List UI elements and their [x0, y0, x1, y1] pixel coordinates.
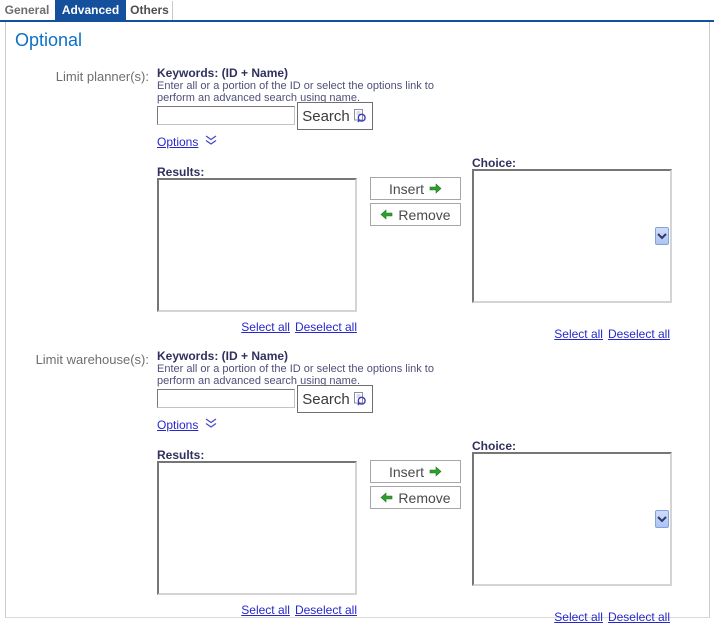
results-deselect-all-link[interactable]: Deselect all	[294, 603, 357, 617]
tab-general[interactable]: General	[4, 3, 50, 17]
scroll-down-button[interactable]	[655, 227, 669, 245]
keywords-label: Keywords: (ID + Name)	[157, 66, 289, 80]
choice-listbox[interactable]	[472, 452, 672, 586]
results-select-all-link[interactable]: Select all	[241, 320, 290, 334]
insert-button-label: Insert	[388, 180, 424, 197]
search-button[interactable]: Search	[297, 102, 373, 130]
keywords-label: Keywords: (ID + Name)	[157, 349, 289, 363]
limit-warehouse-section: Limit warehouse(s): Keywords: (ID + Name…	[0, 349, 714, 624]
tab-separator	[172, 1, 173, 20]
tab-others[interactable]: Others	[130, 3, 169, 17]
choice-deselect-all-link[interactable]: Deselect all	[607, 327, 670, 341]
remove-button[interactable]: Remove	[370, 486, 461, 509]
results-deselect-all-link[interactable]: Deselect all	[294, 320, 357, 334]
results-listbox[interactable]	[157, 178, 357, 312]
insert-button[interactable]: Insert	[370, 460, 461, 483]
results-label: Results:	[157, 165, 205, 179]
insert-button-label: Insert	[388, 463, 424, 480]
chevron-down-icon	[657, 515, 667, 523]
arrow-left-icon	[380, 492, 393, 503]
keywords-helper-line1: Enter all or a portion of the ID or sele…	[157, 363, 434, 375]
chevron-down-icon	[657, 232, 667, 240]
double-chevron-down-icon[interactable]	[205, 134, 217, 146]
arrow-left-icon	[380, 209, 393, 220]
keywords-input[interactable]	[157, 106, 295, 125]
search-icon	[352, 108, 368, 124]
search-icon	[352, 391, 368, 407]
options-link[interactable]: Options	[157, 135, 199, 149]
choice-label: Choice:	[472, 439, 517, 453]
choice-select-all-link[interactable]: Select all	[554, 327, 603, 341]
results-listbox[interactable]	[157, 461, 357, 595]
results-select-all-link[interactable]: Select all	[241, 603, 290, 617]
choice-select-all-link[interactable]: Select all	[554, 610, 603, 624]
page-title: Optional	[15, 30, 83, 50]
keywords-input[interactable]	[157, 389, 295, 408]
choice-deselect-all-link[interactable]: Deselect all	[607, 610, 670, 624]
arrow-right-icon	[429, 466, 442, 477]
arrow-right-icon	[429, 183, 442, 194]
tab-advanced[interactable]: Advanced	[55, 0, 126, 20]
limit-planner-section: Limit planner(s): Keywords: (ID + Name) …	[0, 66, 714, 344]
scroll-down-button[interactable]	[655, 510, 669, 528]
results-label: Results:	[157, 448, 205, 462]
section-label: Limit warehouse(s):	[35, 352, 149, 367]
keywords-helper-line1: Enter all or a portion of the ID or sele…	[157, 80, 434, 92]
keywords-helper-line2: perform an advanced search using name.	[157, 375, 361, 387]
double-chevron-down-icon[interactable]	[205, 417, 217, 429]
insert-button[interactable]: Insert	[370, 177, 461, 200]
tab-underline	[0, 20, 714, 22]
keywords-helper-line2: perform an advanced search using name.	[157, 92, 361, 104]
options-link[interactable]: Options	[157, 418, 199, 432]
search-button-label: Search	[302, 390, 350, 408]
remove-button-label: Remove	[398, 206, 451, 223]
search-button[interactable]: Search	[297, 385, 373, 413]
choice-listbox[interactable]	[472, 169, 672, 303]
remove-button-label: Remove	[398, 489, 451, 506]
remove-button[interactable]: Remove	[370, 203, 461, 226]
section-label: Limit planner(s):	[55, 69, 149, 84]
choice-label: Choice:	[472, 156, 517, 170]
search-button-label: Search	[302, 107, 350, 125]
